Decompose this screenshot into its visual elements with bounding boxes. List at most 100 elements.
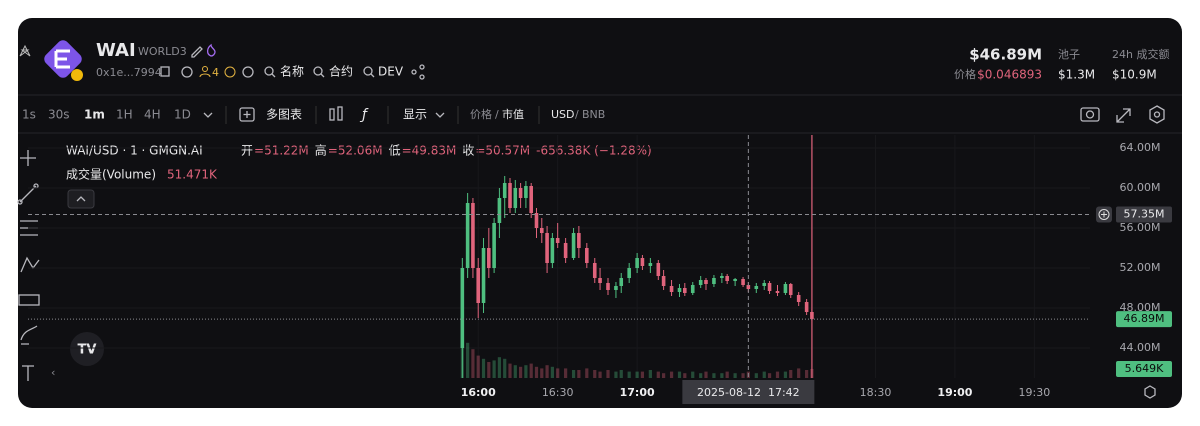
crosshair-y-label: 57.35M: [1124, 208, 1165, 221]
display[interactable]: 显示: [403, 108, 427, 122]
candle-body: [690, 285, 695, 293]
candle-body: [627, 268, 631, 278]
usd-toggle[interactable]: USD: [551, 108, 575, 121]
settings-icon[interactable]: [1149, 105, 1165, 124]
volume-bar: [466, 342, 470, 378]
candle-body: [606, 283, 610, 290]
chart-icon[interactable]: [242, 66, 254, 78]
toggle-separator: /: [495, 108, 499, 121]
candle-body: [598, 278, 602, 283]
interval[interactable]: 4H: [144, 108, 161, 122]
bnb-toggle[interactable]: BNB: [582, 108, 605, 121]
legend-value: =49.83M: [402, 144, 457, 158]
interval[interactable]: 30s: [48, 108, 70, 122]
candle-body: [563, 243, 568, 258]
legend-label: 收: [462, 144, 474, 158]
x-tick-label: 18:30: [860, 386, 892, 399]
crosshair-x-label: 2025-08-12 17:42: [697, 386, 800, 399]
interval[interactable]: 1H: [116, 108, 133, 122]
candle-body: [804, 302, 809, 312]
interval[interactable]: 1s: [22, 108, 36, 122]
crosshair-y-box: [1116, 206, 1172, 223]
price-toggle[interactable]: 价格: [470, 107, 492, 121]
volume-bar: [720, 373, 724, 378]
legend-value: =51.22M: [254, 144, 309, 158]
price-label: 价格: [954, 67, 976, 81]
collapse-button[interactable]: [67, 189, 95, 209]
volume-bar: [712, 373, 716, 378]
volume-bar: [635, 371, 639, 378]
expand-icon[interactable]: [1116, 108, 1131, 123]
volume-bar: [797, 368, 801, 378]
candle-body: [502, 183, 507, 198]
x-tick-label: 16:00: [461, 386, 496, 399]
token-address[interactable]: 0x1e...7994: [96, 66, 162, 79]
last-volume-label: 5.649K: [1125, 362, 1164, 375]
candle-body: [487, 248, 491, 268]
ohlc-legend: 开 =51.22M 高 =52.06M 低 =49.83M 收 =50.57M -656.38K…: [241, 143, 652, 158]
axis-settings[interactable]: [1144, 385, 1156, 399]
volume-bar: [606, 370, 610, 378]
volume-bar: [725, 371, 729, 378]
search-contract[interactable]: 合约: [329, 64, 353, 79]
volume-title: 成交量(Volume): [66, 167, 156, 182]
web-icon[interactable]: [181, 66, 193, 78]
candle-body: [725, 276, 729, 281]
interval[interactable]: 1D: [174, 108, 191, 122]
star-icon[interactable]: [19, 44, 31, 57]
last-volume-box: [1116, 360, 1172, 377]
holders: 4: [212, 66, 219, 79]
volume-24h: $10.9M: [1112, 68, 1157, 82]
volume-bar: [627, 371, 631, 378]
tv-logo[interactable]: [70, 332, 104, 366]
copy-icon[interactable]: [160, 66, 170, 77]
change: -656.38K (−1.28%): [536, 144, 652, 158]
volume-bar: [789, 370, 793, 378]
fx-icon[interactable]: ƒ: [359, 107, 369, 123]
x-tick-label: 19:00: [937, 386, 972, 399]
chart-title: WAI/USD · 1 · GMGN.AI: [66, 144, 203, 158]
volume-bar: [614, 371, 618, 378]
candle-body: [492, 223, 496, 268]
volume-bar: [733, 373, 737, 378]
mcap-toggle[interactable]: 市值: [502, 107, 524, 121]
candle-body: [767, 283, 772, 291]
volume-bar: [487, 362, 491, 378]
volume-value: 51.471K: [167, 168, 218, 182]
volume-bar: [585, 368, 589, 378]
candle-body: [534, 213, 539, 228]
multi-chart[interactable]: 多图表: [266, 108, 302, 122]
volume-bar: [550, 366, 554, 378]
volume-bar: [471, 349, 475, 378]
camera-icon[interactable]: [1080, 107, 1100, 122]
volume-bar: [577, 370, 581, 378]
volume-label: 24h 成交额: [1112, 47, 1169, 61]
token-tag: WORLD3: [138, 45, 187, 58]
candle-body: [677, 288, 682, 292]
volume-bar: [545, 365, 549, 378]
candle-body: [460, 268, 465, 348]
volume-bar: [593, 370, 597, 378]
drawing-tools[interactable]: [17, 150, 40, 381]
volume-bar: [503, 358, 507, 378]
candle-body: [775, 291, 780, 293]
token-name: WAI: [96, 40, 136, 61]
candle-body: [518, 188, 523, 198]
candle-body: [592, 263, 597, 278]
interval[interactable]: 1m: [84, 108, 105, 122]
volume-bar: [524, 365, 528, 378]
x-tick-label: 17:00: [620, 386, 655, 399]
volume-bar: [783, 371, 788, 378]
candle-body: [788, 284, 793, 295]
search-dev[interactable]: DEV: [378, 65, 404, 79]
volume-bar: [669, 371, 674, 378]
edit-icon[interactable]: [191, 46, 203, 58]
candle-body: [698, 280, 703, 285]
y-tick-label: 48.00M: [1120, 301, 1161, 314]
volume-bar: [805, 370, 809, 378]
candle-body: [669, 286, 674, 292]
candle-body: [555, 238, 560, 243]
candle-body: [513, 188, 518, 208]
search-name[interactable]: 名称: [280, 64, 304, 79]
plot: [28, 135, 1090, 378]
